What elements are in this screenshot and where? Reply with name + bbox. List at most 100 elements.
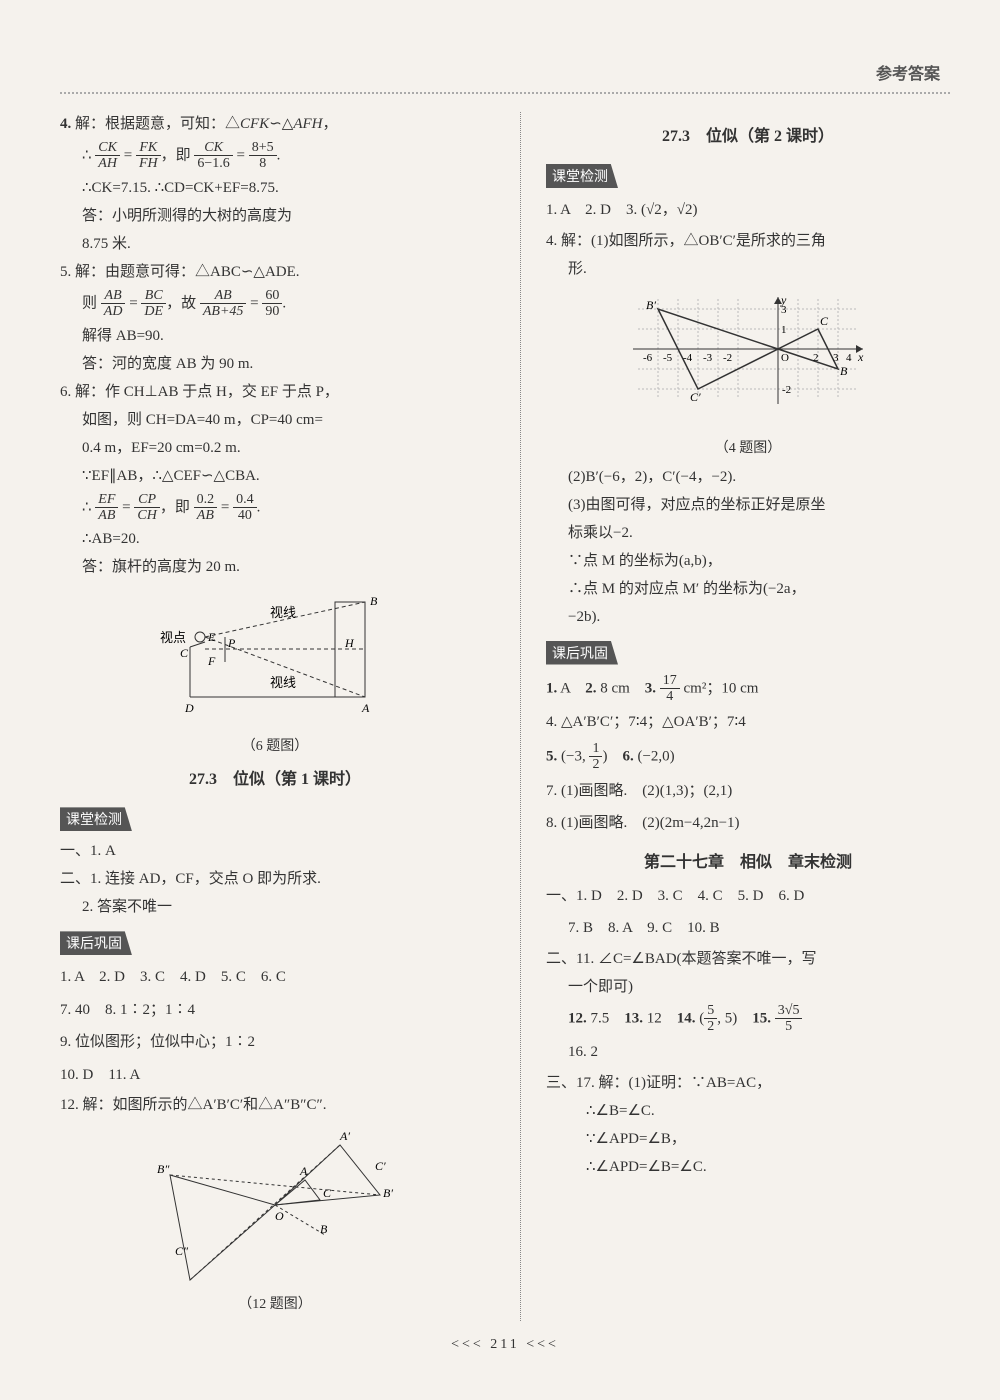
hw-5: 12. 解：如图所示的△A′B′C′和△A″B″C″. [60, 1093, 490, 1117]
svg-text:H: H [344, 636, 355, 650]
svg-text:A: A [361, 701, 370, 715]
ch-6: 三、17. 解：(1)证明：∵AB=AC， [546, 1071, 950, 1095]
svg-text:O: O [275, 1209, 284, 1223]
figure-12-caption: （12 题图） [60, 1293, 490, 1313]
q6-line4: ∵EF∥AB，∴△CEF∽△CBA. [60, 464, 490, 488]
q4-line1: 4. 解：根据题意，可知：△CFK∽△AFH， [60, 112, 490, 136]
section-27-3-2: 27.3 位似（第 2 课时） [546, 122, 950, 146]
svg-text:-4: -4 [683, 352, 693, 364]
q4-line3: ∴CK=7.15. ∴CD=CK+EF=8.75. [60, 176, 490, 200]
svg-text:4: 4 [846, 352, 852, 364]
svg-text:A″: A″ [184, 1282, 198, 1285]
q5-line3: 解得 AB=90. [60, 324, 490, 348]
r-hw-3: 5. (−3, 12) 6. (−2,0) [546, 741, 950, 773]
svg-text:C′: C′ [375, 1159, 386, 1173]
q6-line1: 6. 解：作 CH⊥AB 于点 H，交 EF 于点 P， [60, 380, 490, 404]
svg-text:B: B [370, 594, 378, 608]
svg-text:P: P [227, 636, 236, 650]
ch-5: 16. 2 [546, 1038, 950, 1067]
tag-classroom-2: 课堂检测 [546, 164, 618, 188]
ket-1-1: 一、1. A [60, 839, 490, 863]
section-27-3-1: 27.3 位似（第 1 课时） [60, 765, 490, 789]
svg-text:视线: 视线 [270, 675, 296, 690]
left-column: 4. 解：根据题意，可知：△CFK∽△AFH， ∴ CKAH = FKFH，即 … [60, 112, 490, 1321]
r-ket-1: 1. A 2. D 3. (√2，√2) [546, 196, 950, 225]
q6-line2: 如图，则 CH=DA=40 m，CP=40 cm= [60, 408, 490, 432]
q5-line1: 5. 解：由题意可得：△ABC∽△ADE. [60, 260, 490, 284]
figure-4: B′ C′ B C O y 3 1 -2 x -6-5 -4-3 -2 23 4 [618, 289, 878, 429]
r-ket-4b: 标乘以−2. [546, 521, 950, 545]
hw-4: 10. D 11. A [60, 1061, 490, 1090]
svg-text:C: C [820, 314, 829, 328]
tag-homework-1: 课后巩固 [60, 931, 132, 955]
figure-12: A′ B′ C′ A B C O B″ A″ C″ [145, 1125, 405, 1285]
ch-9: ∴∠APD=∠B=∠C. [546, 1155, 950, 1179]
svg-text:3: 3 [781, 304, 787, 316]
ch-7: ∴∠B=∠C. [546, 1099, 950, 1123]
svg-text:C″: C″ [175, 1244, 189, 1258]
r-ket-6: ∴点 M 的对应点 M′ 的坐标为(−2a， [546, 577, 950, 601]
hw-3: 9. 位似图形；位似中心；1∶2 [60, 1028, 490, 1057]
figure-6: 视线 视线 视点 E P F C D A B H [150, 587, 400, 727]
q5-line2: 则 ABAD = BCDE，故 ABAB+45 = 6090. [60, 288, 490, 320]
page-header: 参考答案 [60, 60, 950, 84]
svg-text:C: C [323, 1186, 332, 1200]
tag-classroom-1: 课堂检测 [60, 807, 132, 831]
svg-text:视点: 视点 [160, 630, 186, 645]
hw-2: 7. 40 8. 1∶2；1∶4 [60, 996, 490, 1025]
svg-text:C: C [180, 646, 189, 660]
svg-text:F: F [207, 654, 216, 668]
svg-text:B: B [840, 364, 848, 378]
r-ket-6b: −2b). [546, 605, 950, 629]
svg-text:-3: -3 [703, 352, 713, 364]
r-hw-5: 8. (1)画图略. (2)(2m−4,2n−1) [546, 809, 950, 838]
hw-1: 1. A 2. D 3. C 4. D 5. C 6. C [60, 963, 490, 992]
ch-3: 二、11. ∠C=∠BAD(本题答案不唯一，写 [546, 947, 950, 971]
svg-text:-5: -5 [663, 352, 673, 364]
svg-text:3: 3 [833, 352, 839, 364]
r-hw-4: 7. (1)画图略. (2)(1,3)；(2,1) [546, 777, 950, 806]
q4-line5: 8.75 米. [60, 232, 490, 256]
svg-text:-6: -6 [643, 352, 653, 364]
r-ket-2: 4. 解：(1)如图所示，△OB′C′是所求的三角 [546, 229, 950, 253]
r-hw-2: 4. △A′B′C′；7∶4；△OA′B′；7∶4 [546, 708, 950, 737]
q6-line7: 答：旗杆的高度为 20 m. [60, 555, 490, 579]
figure-6-caption: （6 题图） [60, 735, 490, 755]
header-divider [60, 92, 950, 94]
svg-text:C′: C′ [690, 390, 701, 404]
svg-text:2: 2 [813, 352, 819, 364]
svg-text:B: B [320, 1222, 328, 1236]
ket-1-3: 2. 答案不唯一 [60, 895, 490, 919]
page-number: <<< 211 <<< [60, 1337, 950, 1353]
svg-text:-2: -2 [723, 352, 732, 364]
q6-line5: ∴ EFAB = CPCH，即 0.2AB = 0.440. [60, 492, 490, 524]
ch-8: ∵∠APD=∠B， [546, 1127, 950, 1151]
tag-homework-2: 课后巩固 [546, 641, 618, 665]
ch-2: 7. B 8. A 9. C 10. B [546, 914, 950, 943]
svg-text:A: A [299, 1164, 308, 1178]
svg-text:1: 1 [781, 324, 787, 336]
q5-line4: 答：河的宽度 AB 为 90 m. [60, 352, 490, 376]
svg-text:视线: 视线 [270, 605, 296, 620]
svg-text:x: x [857, 350, 864, 364]
svg-text:-2: -2 [782, 384, 791, 396]
figure-4-caption: （4 题图） [546, 437, 950, 457]
svg-text:D: D [184, 701, 194, 715]
r-hw-1: 1. A 2. 8 cm 3. 174 cm²；10 cm [546, 673, 950, 705]
ch-4: 12. 7.5 13. 12 14. (52, 5) 15. 3√55 [546, 1003, 950, 1035]
svg-text:O: O [781, 352, 789, 364]
chapter-title: 第二十七章 相似 章末检测 [546, 848, 950, 872]
q4-line2: ∴ CKAH = FKFH，即 CK6−1.6 = 8+58. [60, 140, 490, 172]
ch-1: 一、1. D 2. D 3. C 4. C 5. D 6. D [546, 882, 950, 911]
content-columns: 4. 解：根据题意，可知：△CFK∽△AFH， ∴ CKAH = FKFH，即 … [60, 112, 950, 1321]
r-ket-2b: 形. [546, 257, 950, 281]
ket-1-2: 二、1. 连接 AD，CF，交点 O 即为所求. [60, 867, 490, 891]
svg-text:B′: B′ [646, 298, 656, 312]
r-ket-3: (2)B′(−6，2)，C′(−4，−2). [546, 465, 950, 489]
svg-text:A′: A′ [339, 1129, 350, 1143]
svg-text:E: E [207, 630, 216, 644]
svg-text:B″: B″ [157, 1162, 170, 1176]
right-column: 27.3 位似（第 2 课时） 课堂检测 1. A 2. D 3. (√2，√2… [520, 112, 950, 1321]
q6-line3: 0.4 m，EF=20 cm=0.2 m. [60, 436, 490, 460]
q6-line6: ∴AB=20. [60, 527, 490, 551]
